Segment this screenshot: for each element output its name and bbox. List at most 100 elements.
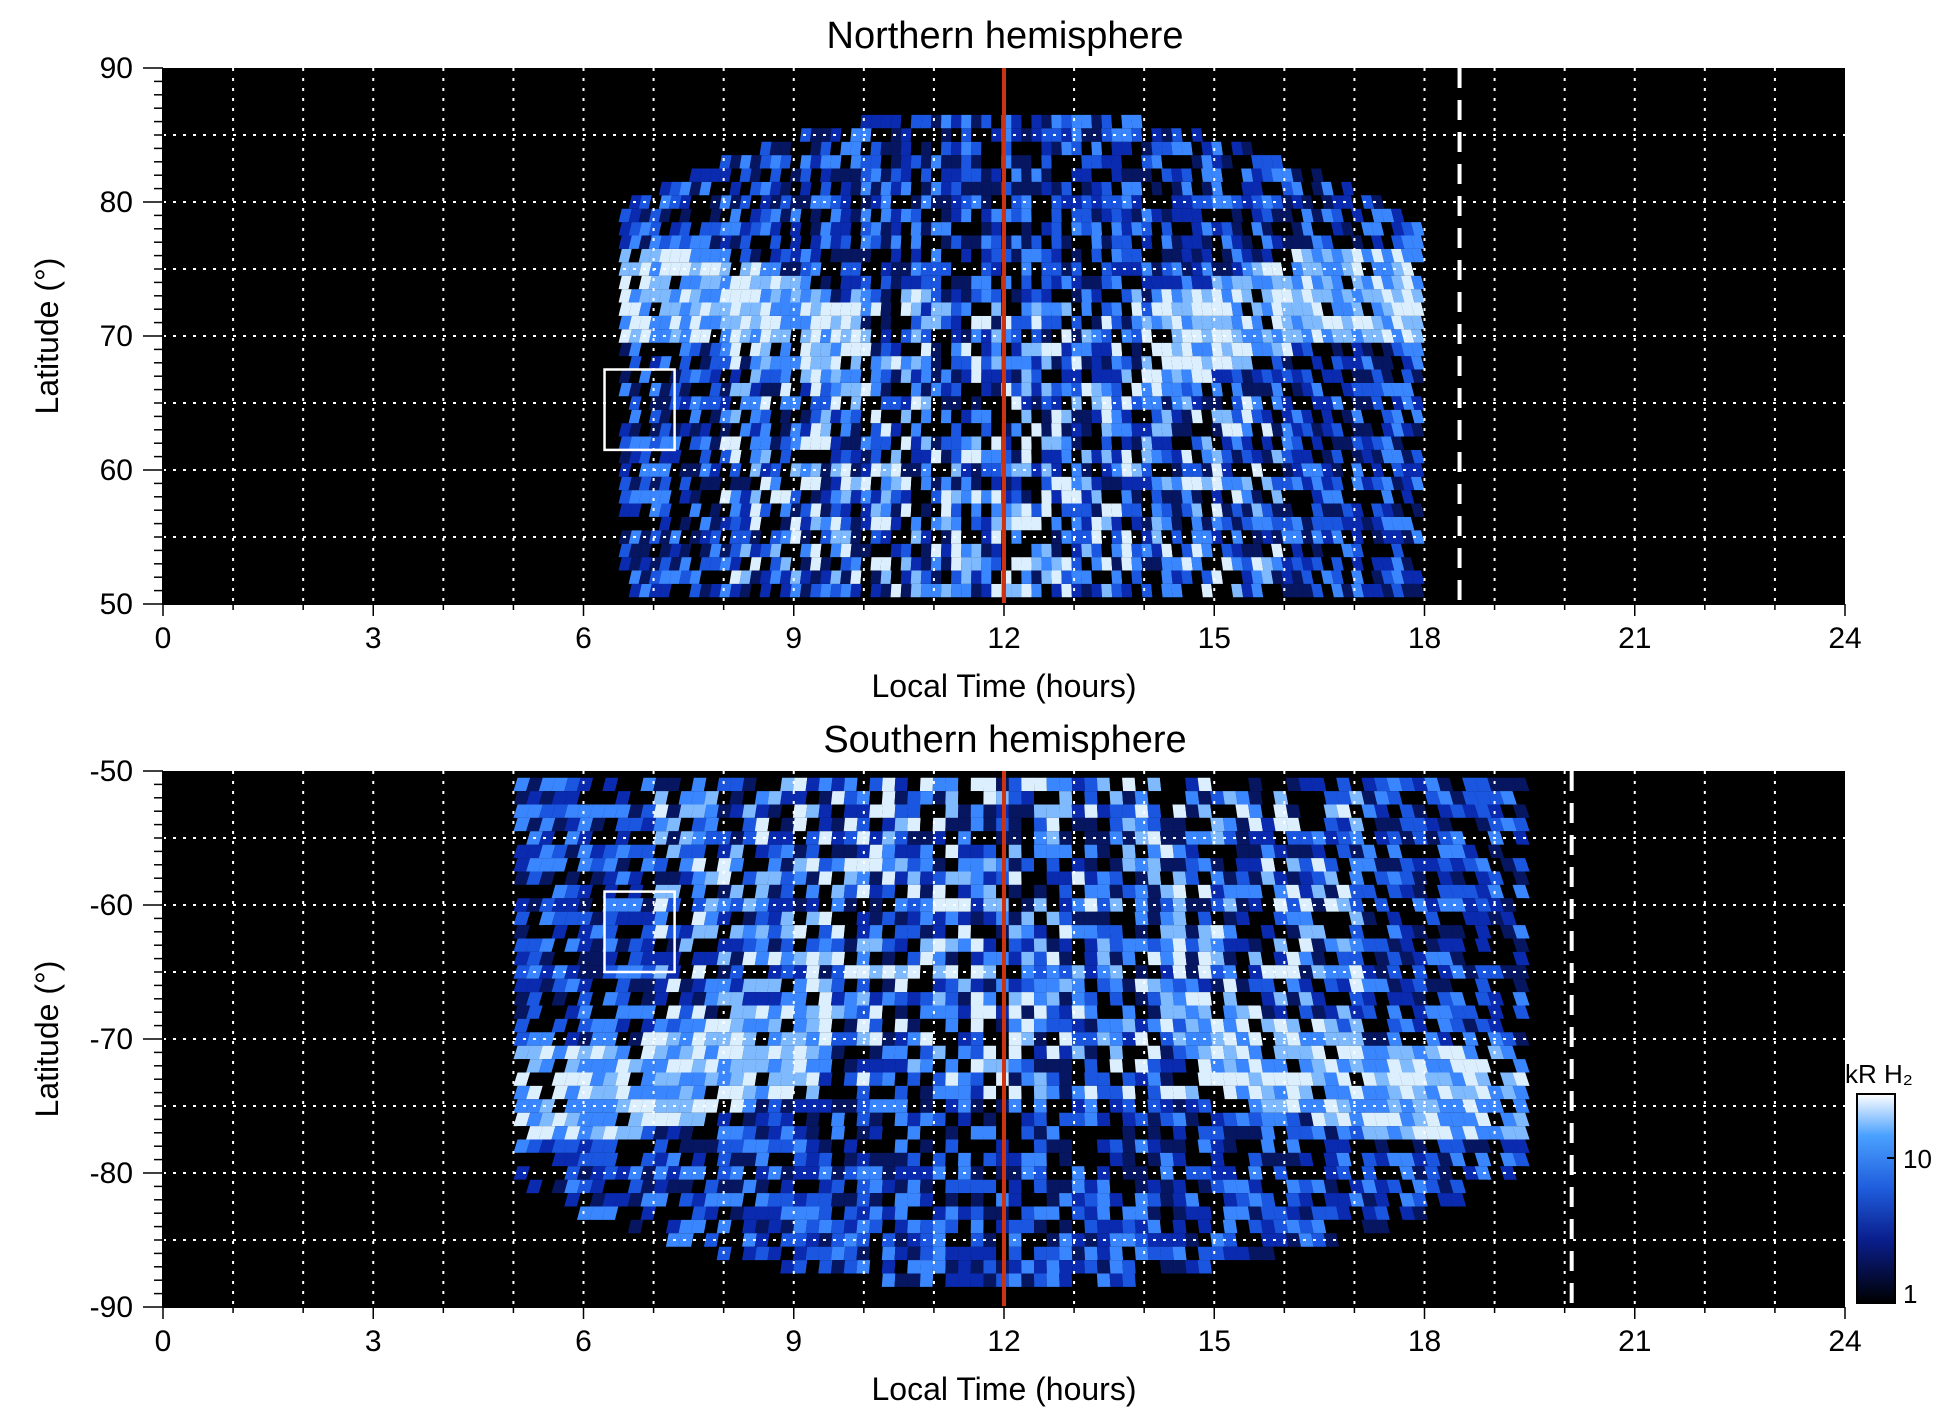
emission-cell <box>1436 938 1454 952</box>
emission-cell <box>991 114 1002 129</box>
emission-cell <box>716 1059 732 1073</box>
emission-cell <box>602 791 619 805</box>
emission-cell <box>1320 369 1334 383</box>
emission-cell <box>1361 804 1378 818</box>
emission-cell <box>1271 181 1284 196</box>
emission-cell <box>602 978 619 993</box>
emission-cell <box>940 141 952 156</box>
emission-cell <box>1051 557 1062 571</box>
emission-cell <box>1011 570 1022 584</box>
emission-cell <box>564 951 581 966</box>
emission-cell <box>1031 208 1042 223</box>
emission-cell <box>809 382 822 397</box>
emission-cell <box>1370 356 1385 370</box>
emission-cell <box>719 543 732 558</box>
emission-cell <box>1261 262 1274 276</box>
emission-cell <box>1041 141 1052 156</box>
emission-cell <box>799 181 812 196</box>
emission-cell <box>709 382 722 397</box>
emission-cell <box>981 463 992 477</box>
emission-cell <box>551 1099 569 1113</box>
emission-cell <box>759 289 772 303</box>
emission-cell <box>1436 817 1454 832</box>
emission-cell <box>1101 235 1113 249</box>
emission-cell <box>809 583 822 598</box>
emission-cell <box>1390 449 1405 464</box>
emission-cell <box>818 858 833 872</box>
emission-cell <box>970 938 984 952</box>
emission-cell <box>881 817 896 832</box>
emission-cell <box>618 423 632 437</box>
emission-cell <box>1273 844 1289 859</box>
emission-cell <box>1370 329 1385 343</box>
emission-cell <box>850 248 862 263</box>
emission-cell <box>1210 1018 1225 1033</box>
emission-cell <box>1400 262 1415 276</box>
emission-cell <box>1021 791 1035 805</box>
emission-cell <box>1061 503 1072 517</box>
emission-cell <box>1071 557 1082 571</box>
emission-cell <box>843 831 858 845</box>
emission-cell <box>648 449 662 464</box>
emission-cell <box>1211 449 1224 464</box>
emission-cell <box>991 195 1002 209</box>
emission-cell <box>754 871 770 885</box>
emission-cell <box>1330 436 1344 450</box>
emission-cell <box>699 382 712 397</box>
emission-cell <box>1008 925 1022 939</box>
emission-cell <box>1041 463 1052 477</box>
emission-cell <box>1512 1059 1530 1073</box>
emission-cell <box>602 871 619 885</box>
emission-cell <box>1111 396 1123 410</box>
emission-cell <box>1109 884 1124 899</box>
emission-cell <box>1300 396 1314 410</box>
emission-cell <box>1399 1018 1416 1033</box>
emission-cell <box>950 329 962 343</box>
emission-cell <box>658 302 672 316</box>
emission-cell <box>971 302 982 316</box>
emission-cell <box>1310 898 1327 912</box>
emission-cell <box>1172 804 1187 818</box>
emission-cell <box>780 992 795 1006</box>
emission-cell <box>1171 356 1183 370</box>
emission-cell <box>640 1045 657 1060</box>
emission-cell <box>640 1005 657 1019</box>
emission-cell <box>1171 208 1183 223</box>
emission-cell <box>1201 302 1213 316</box>
emission-cell <box>627 777 644 792</box>
emission-cell <box>1248 925 1263 939</box>
emission-cell <box>1360 382 1375 397</box>
emission-cell <box>1071 1126 1086 1140</box>
emission-cell <box>538 871 556 885</box>
emission-cell <box>1386 1045 1403 1060</box>
emission-cell <box>1131 396 1143 410</box>
emission-cell <box>1251 490 1264 504</box>
emission-cell <box>1033 1126 1047 1140</box>
emission-cell <box>1386 858 1403 872</box>
emission-cell <box>1231 449 1244 464</box>
emission-cell <box>1386 777 1403 792</box>
emission-cell <box>1091 329 1103 343</box>
emission-cell <box>589 831 606 845</box>
emission-cell <box>1061 289 1072 303</box>
emission-cell <box>850 436 862 450</box>
emission-cell <box>1251 315 1264 330</box>
emission-cell <box>618 222 632 236</box>
emission-cell <box>1059 1045 1073 1060</box>
emission-cell <box>678 1032 694 1046</box>
emission-cell <box>653 817 669 832</box>
emission-cell <box>779 342 792 357</box>
emission-cell <box>940 369 952 383</box>
emission-cell <box>589 1072 606 1086</box>
emission-cell <box>1300 329 1314 343</box>
emission-cell <box>719 449 732 464</box>
emission-cell <box>618 516 632 531</box>
emission-cell <box>1081 181 1093 196</box>
emission-cell <box>1051 476 1062 491</box>
emission-cell <box>1046 951 1060 966</box>
emission-cell <box>1185 777 1200 792</box>
emission-cell <box>1323 858 1340 872</box>
emission-cell <box>1091 356 1103 370</box>
emission-cell <box>1285 911 1301 926</box>
emission-cell <box>881 791 896 805</box>
